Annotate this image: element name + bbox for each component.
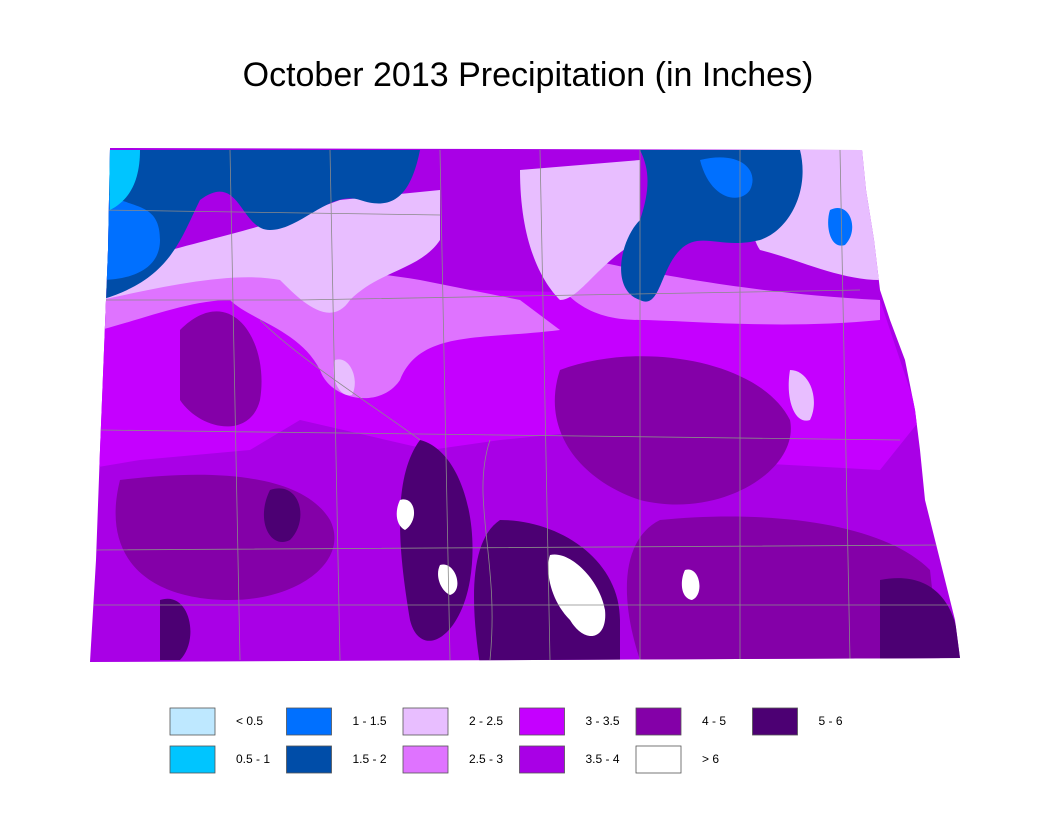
legend-swatch: [169, 707, 216, 736]
precip-zone: [160, 440, 960, 662]
legend-label: 4 - 5: [702, 714, 726, 728]
legend-swatch: [286, 745, 332, 774]
precip-zone: [100, 150, 880, 313]
legend-swatch: [519, 707, 565, 736]
legend-label: 5 - 6: [819, 714, 843, 728]
legend-swatch: [402, 745, 449, 774]
map-title: October 2013 Precipitation (in Inches): [243, 56, 814, 94]
legend-label: < 0.5: [236, 714, 263, 728]
legend-label: 2 - 2.5: [469, 714, 503, 728]
legend-swatch: [752, 707, 798, 736]
legend-swatch: [635, 707, 682, 736]
legend-swatch: [286, 707, 332, 736]
legend-swatch: [519, 745, 565, 774]
precip-zone: [115, 311, 940, 660]
legend-label: 2.5 - 3: [469, 752, 503, 766]
legend-swatch: [169, 745, 216, 774]
legend-label: 3 - 3.5: [586, 714, 620, 728]
precip-map: [90, 148, 960, 662]
precip-zone: [100, 150, 803, 302]
precip-zone: [108, 150, 140, 210]
legend: < 0.5 0.5 - 1 1 - 1.5 1.5 - 2 2 - 2.5 2.5 - 3…: [169, 707, 843, 774]
legend-label: > 6: [702, 752, 719, 766]
legend-label: 0.5 - 1: [236, 752, 270, 766]
legend-label: 1 - 1.5: [353, 714, 387, 728]
legend-swatch: [402, 707, 449, 736]
legend-swatch: [635, 745, 682, 774]
legend-label: 3.5 - 4: [586, 752, 620, 766]
legend-label: 1.5 - 2: [353, 752, 387, 766]
